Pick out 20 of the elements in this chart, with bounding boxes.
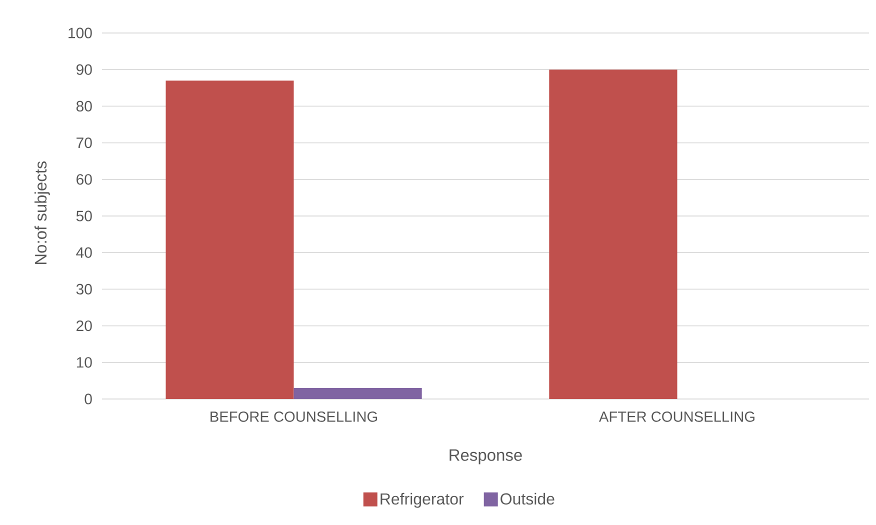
legend-label: Refrigerator [380,492,464,508]
y-tick-label: 70 [76,137,92,148]
legend-label: Outside [500,492,554,505]
x-axis-title: Response [450,449,522,464]
y-tick-label: 20 [76,320,92,332]
y-tick-label: 0 [84,394,92,404]
bar [549,70,678,399]
y-tick-label: 80 [76,100,92,112]
y-tick-label: 100 [68,28,92,38]
x-tick-label: AFTER COUNSELLING [598,412,754,422]
y-tick-label: 40 [76,247,92,258]
x-tick-label: BEFORE COUNSELLING [210,412,378,422]
y-tick-label: 30 [76,284,92,294]
bar [294,388,422,399]
y-tick-label: 60 [76,174,92,185]
y-tick-label: 10 [76,357,92,368]
y-tick-label: 90 [76,64,92,75]
y-tick-label: 50 [76,210,92,222]
bar [166,80,294,399]
y-axis-title: No:of subjects [34,161,50,264]
